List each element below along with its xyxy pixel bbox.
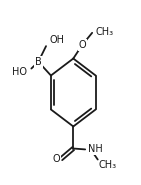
Text: O: O — [52, 154, 60, 164]
Text: NH: NH — [88, 144, 103, 154]
Text: B: B — [35, 57, 42, 67]
Text: HO: HO — [12, 67, 27, 77]
Text: O: O — [79, 40, 86, 50]
Text: CH₃: CH₃ — [96, 27, 114, 37]
Text: CH₃: CH₃ — [98, 160, 117, 170]
Text: OH: OH — [50, 35, 65, 45]
